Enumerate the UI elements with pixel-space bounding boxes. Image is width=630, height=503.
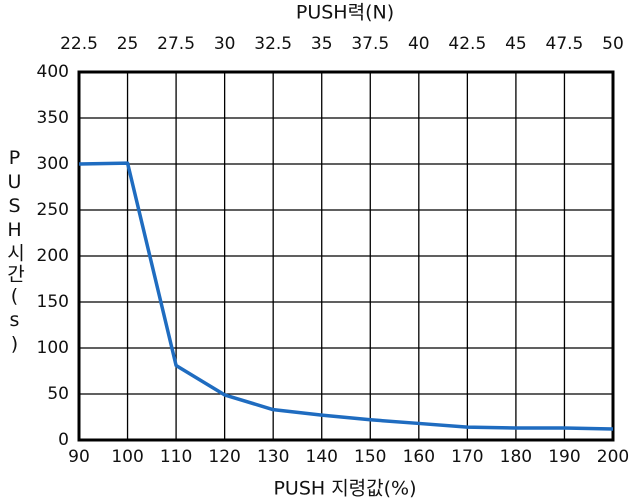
y-axis-title: PUSH시간(s)	[4, 147, 26, 357]
x-tick-label: 130	[257, 447, 289, 467]
x-tick-label: 200	[597, 447, 629, 467]
y-tick-label: 0	[58, 430, 69, 450]
top-tick-label: 47.5	[546, 34, 584, 54]
x-tick-label: 140	[306, 447, 338, 467]
top-tick-label: 30	[214, 34, 236, 54]
top-tick-label: 45	[505, 34, 527, 54]
x-tick-label: 180	[500, 447, 532, 467]
x-tick-label: 90	[68, 447, 90, 467]
data-line	[78, 161, 614, 431]
y-tick-label: 250	[37, 200, 69, 220]
x-tick-label: 150	[354, 447, 386, 467]
top-tick-label: 25	[117, 34, 139, 54]
top-tick-label: 40	[408, 34, 430, 54]
x-tick-label: 100	[111, 447, 143, 467]
top-tick-label: 42.5	[448, 34, 486, 54]
y-tick-label: 100	[37, 338, 69, 358]
top-axis-title: PUSH력(N)	[296, 2, 394, 24]
x-tick-label: 190	[548, 447, 580, 467]
x-tick-label: 160	[403, 447, 435, 467]
y-tick-label: 300	[37, 154, 69, 174]
top-tick-label: 50	[602, 34, 624, 54]
x-tick-label: 110	[160, 447, 192, 467]
top-tick-label: 27.5	[157, 34, 195, 54]
top-tick-label: 22.5	[60, 34, 98, 54]
x-tick-label: 120	[208, 447, 240, 467]
top-tick-label: 32.5	[254, 34, 292, 54]
y-tick-label: 50	[47, 384, 69, 404]
x-axis-title: PUSH 지령값(%)	[273, 478, 416, 500]
y-tick-label: 200	[37, 246, 69, 266]
y-tick-label: 150	[37, 292, 69, 312]
plot-frame	[77, 70, 615, 442]
x-tick-label: 170	[451, 447, 483, 467]
top-tick-label: 35	[311, 34, 333, 54]
top-tick-label: 37.5	[351, 34, 389, 54]
y-tick-label: 400	[37, 62, 69, 82]
y-tick-label: 350	[37, 108, 69, 128]
